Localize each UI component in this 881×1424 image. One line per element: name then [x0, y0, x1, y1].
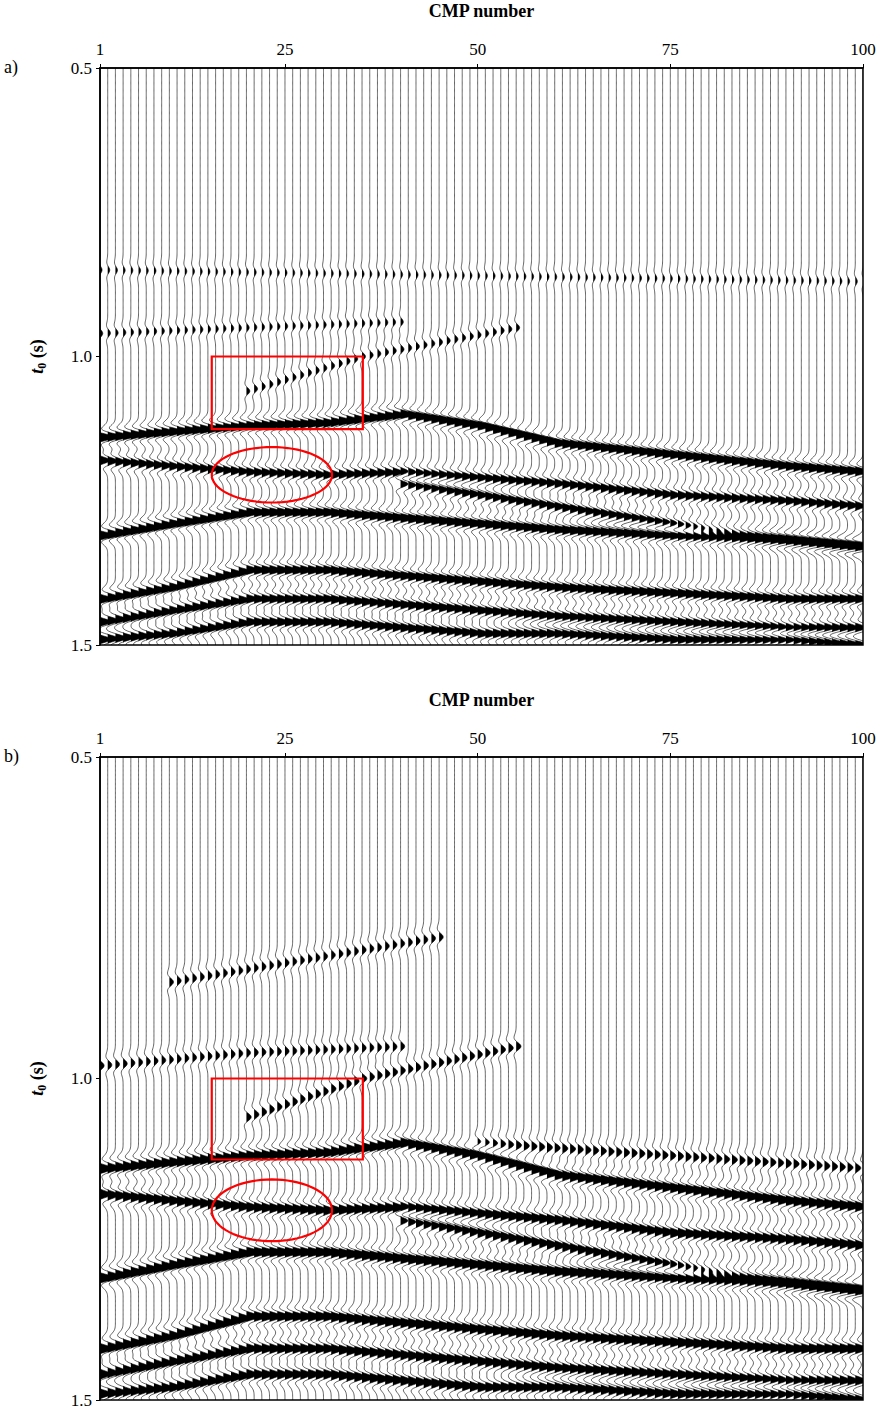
svg-text:50: 50 — [469, 729, 486, 748]
svg-text:100: 100 — [850, 729, 876, 748]
svg-text:CMP number: CMP number — [429, 690, 535, 710]
svg-text:0.5: 0.5 — [71, 59, 92, 78]
svg-text:t: t — [27, 368, 47, 374]
svg-text:75: 75 — [662, 729, 679, 748]
svg-text:1.5: 1.5 — [71, 1391, 92, 1410]
svg-text:t: t — [27, 1090, 47, 1096]
svg-text:25: 25 — [276, 40, 293, 59]
svg-text:1: 1 — [96, 40, 105, 59]
svg-text:a): a) — [4, 57, 18, 78]
svg-text:75: 75 — [662, 40, 679, 59]
svg-text:1.0: 1.0 — [71, 1069, 92, 1088]
svg-text:1.0: 1.0 — [71, 347, 92, 366]
svg-text:(s): (s) — [27, 1061, 48, 1085]
svg-text:25: 25 — [276, 729, 293, 748]
svg-text:0: 0 — [35, 1084, 49, 1091]
svg-text:0.5: 0.5 — [71, 748, 92, 767]
svg-text:50: 50 — [469, 40, 486, 59]
svg-text:100: 100 — [850, 40, 876, 59]
svg-text:CMP number: CMP number — [429, 1, 535, 21]
svg-text:1: 1 — [96, 729, 105, 748]
svg-text:1.5: 1.5 — [71, 636, 92, 655]
svg-text:(s): (s) — [27, 339, 48, 363]
svg-text:b): b) — [4, 746, 19, 767]
svg-text:0: 0 — [35, 362, 49, 369]
